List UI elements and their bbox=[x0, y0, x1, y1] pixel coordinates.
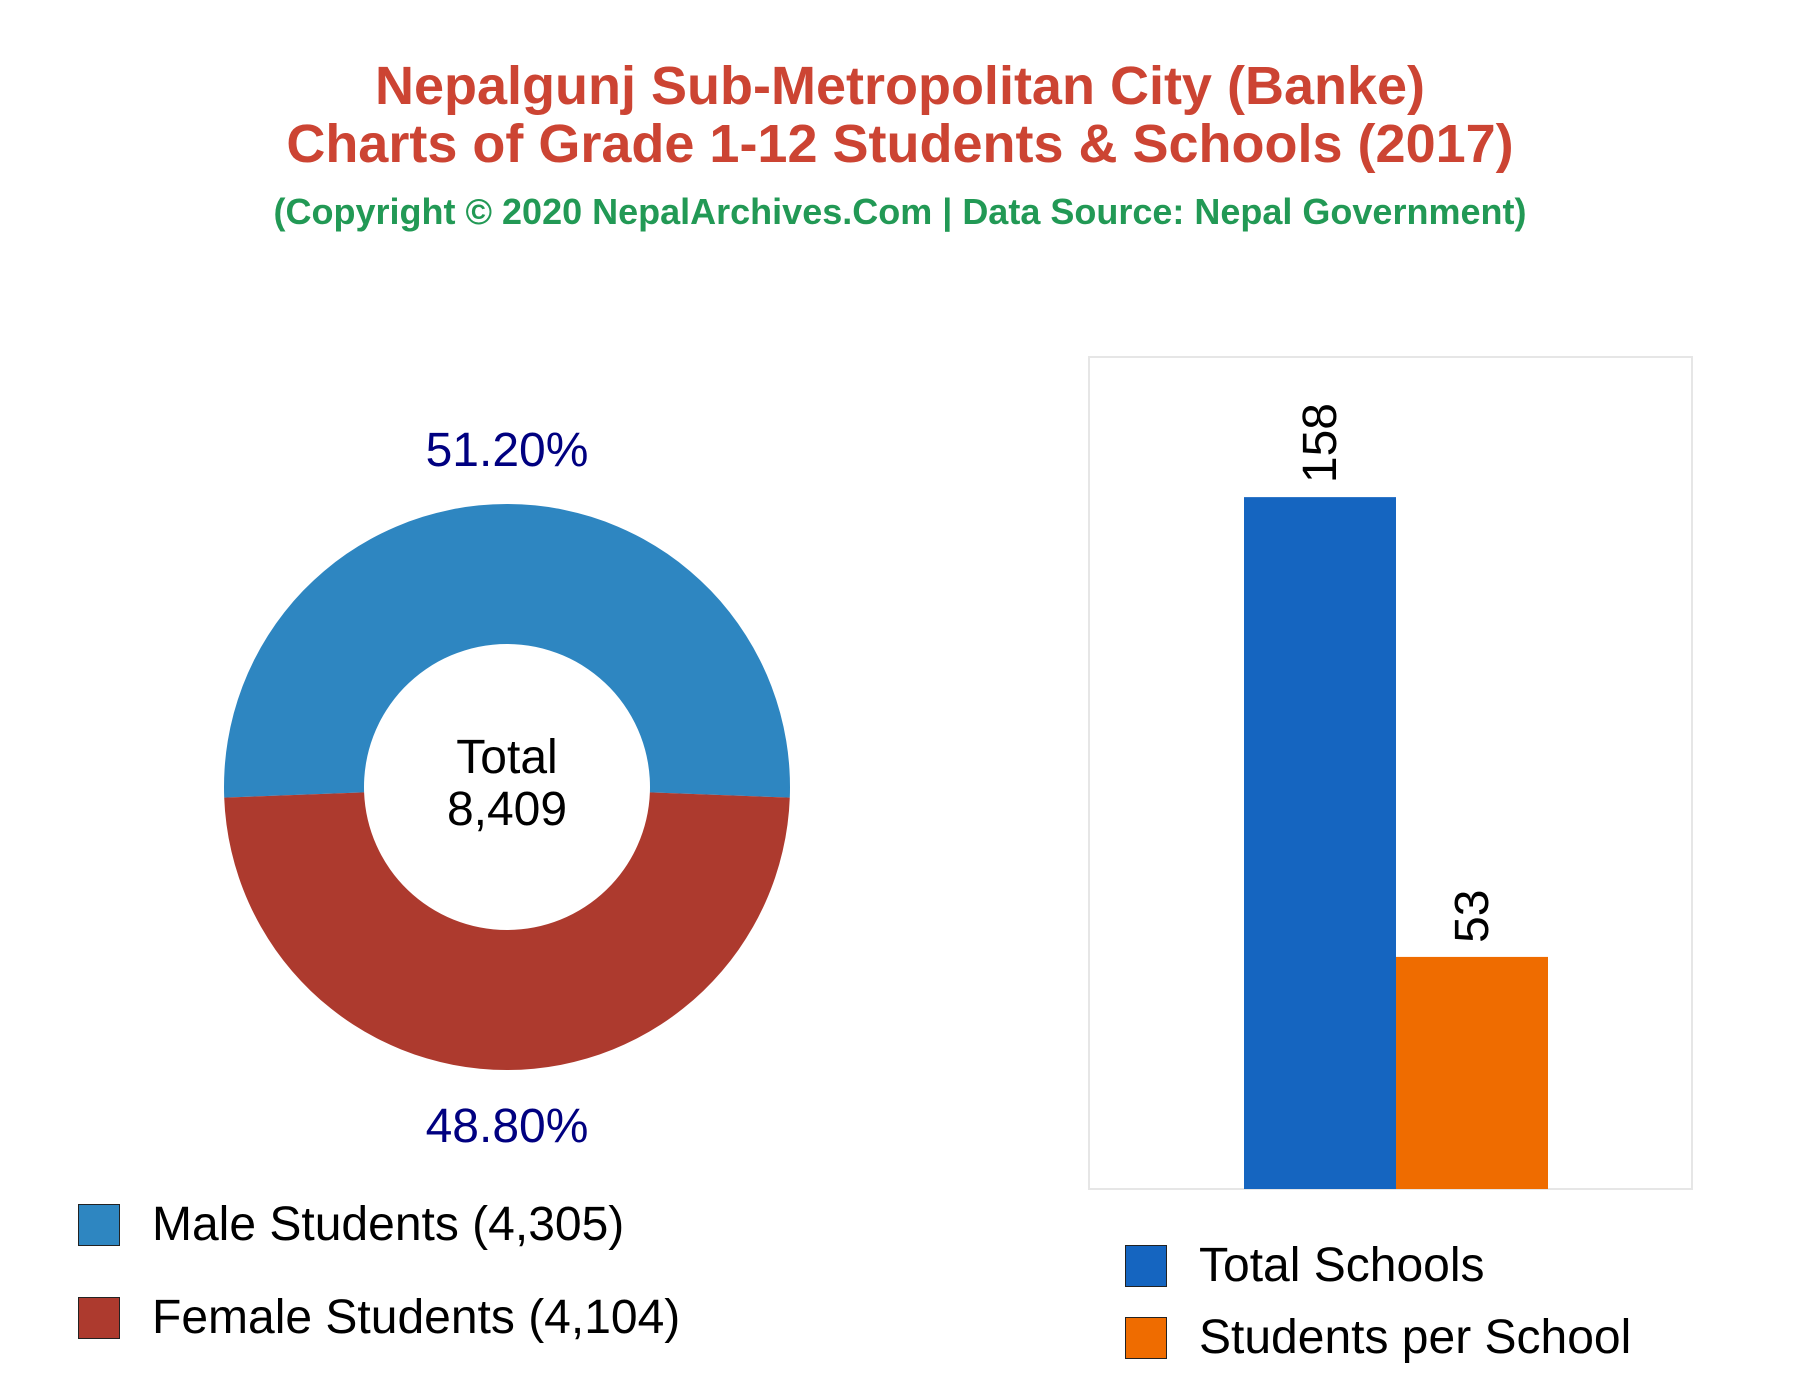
bar-value-label-total-schools: 158 bbox=[1294, 403, 1347, 483]
legend-swatch-total-schools bbox=[1125, 1244, 1167, 1287]
donut-center-label: Total bbox=[456, 731, 557, 784]
chart-title: Nepalgunj Sub-Metropolitan City (Banke) bbox=[374, 56, 1426, 116]
donut-chart: 51.20% 48.80% bbox=[224, 424, 791, 1153]
legend-swatch-students-per-school bbox=[1125, 1316, 1167, 1359]
percent-label-female-students: 48.80% bbox=[426, 1100, 589, 1153]
chart-subtitle: (Copyright © 2020 NepalArchives.Com | Da… bbox=[273, 191, 1527, 232]
bar-students-per-school bbox=[1396, 956, 1548, 1189]
legend-item-female-students: Female Students (4,104) bbox=[78, 1290, 680, 1345]
legend-label-female: Female Students (4,104) bbox=[152, 1291, 681, 1344]
bar-value-label-students-per-school: 53 bbox=[1446, 890, 1499, 943]
donut-slice-male-students bbox=[224, 504, 791, 798]
donut-center-value: 8,409 bbox=[447, 783, 567, 836]
chart-title-line-2: Charts of Grade 1-12 Students & Schools … bbox=[286, 114, 1514, 174]
donut-slice-female-students bbox=[224, 792, 790, 1070]
legend-item-students-per-school: Students per School bbox=[1125, 1310, 1631, 1365]
legend-label-total-schools: Total Schools bbox=[1199, 1239, 1485, 1292]
legend-item-total-schools: Total Schools bbox=[1125, 1238, 1485, 1293]
legend-label-male: Male Students (4,305) bbox=[152, 1198, 625, 1251]
legend-label-students-per-school: Students per School bbox=[1199, 1311, 1632, 1364]
legend-item-male-students: Male Students (4,305) bbox=[78, 1197, 624, 1252]
bar-total-schools bbox=[1244, 497, 1396, 1189]
bar-chart: 158 53 bbox=[1244, 403, 1548, 1189]
percent-label-male-students: 51.20% bbox=[426, 424, 589, 477]
legend-swatch-female bbox=[78, 1296, 120, 1339]
legend-swatch-male bbox=[78, 1203, 120, 1246]
